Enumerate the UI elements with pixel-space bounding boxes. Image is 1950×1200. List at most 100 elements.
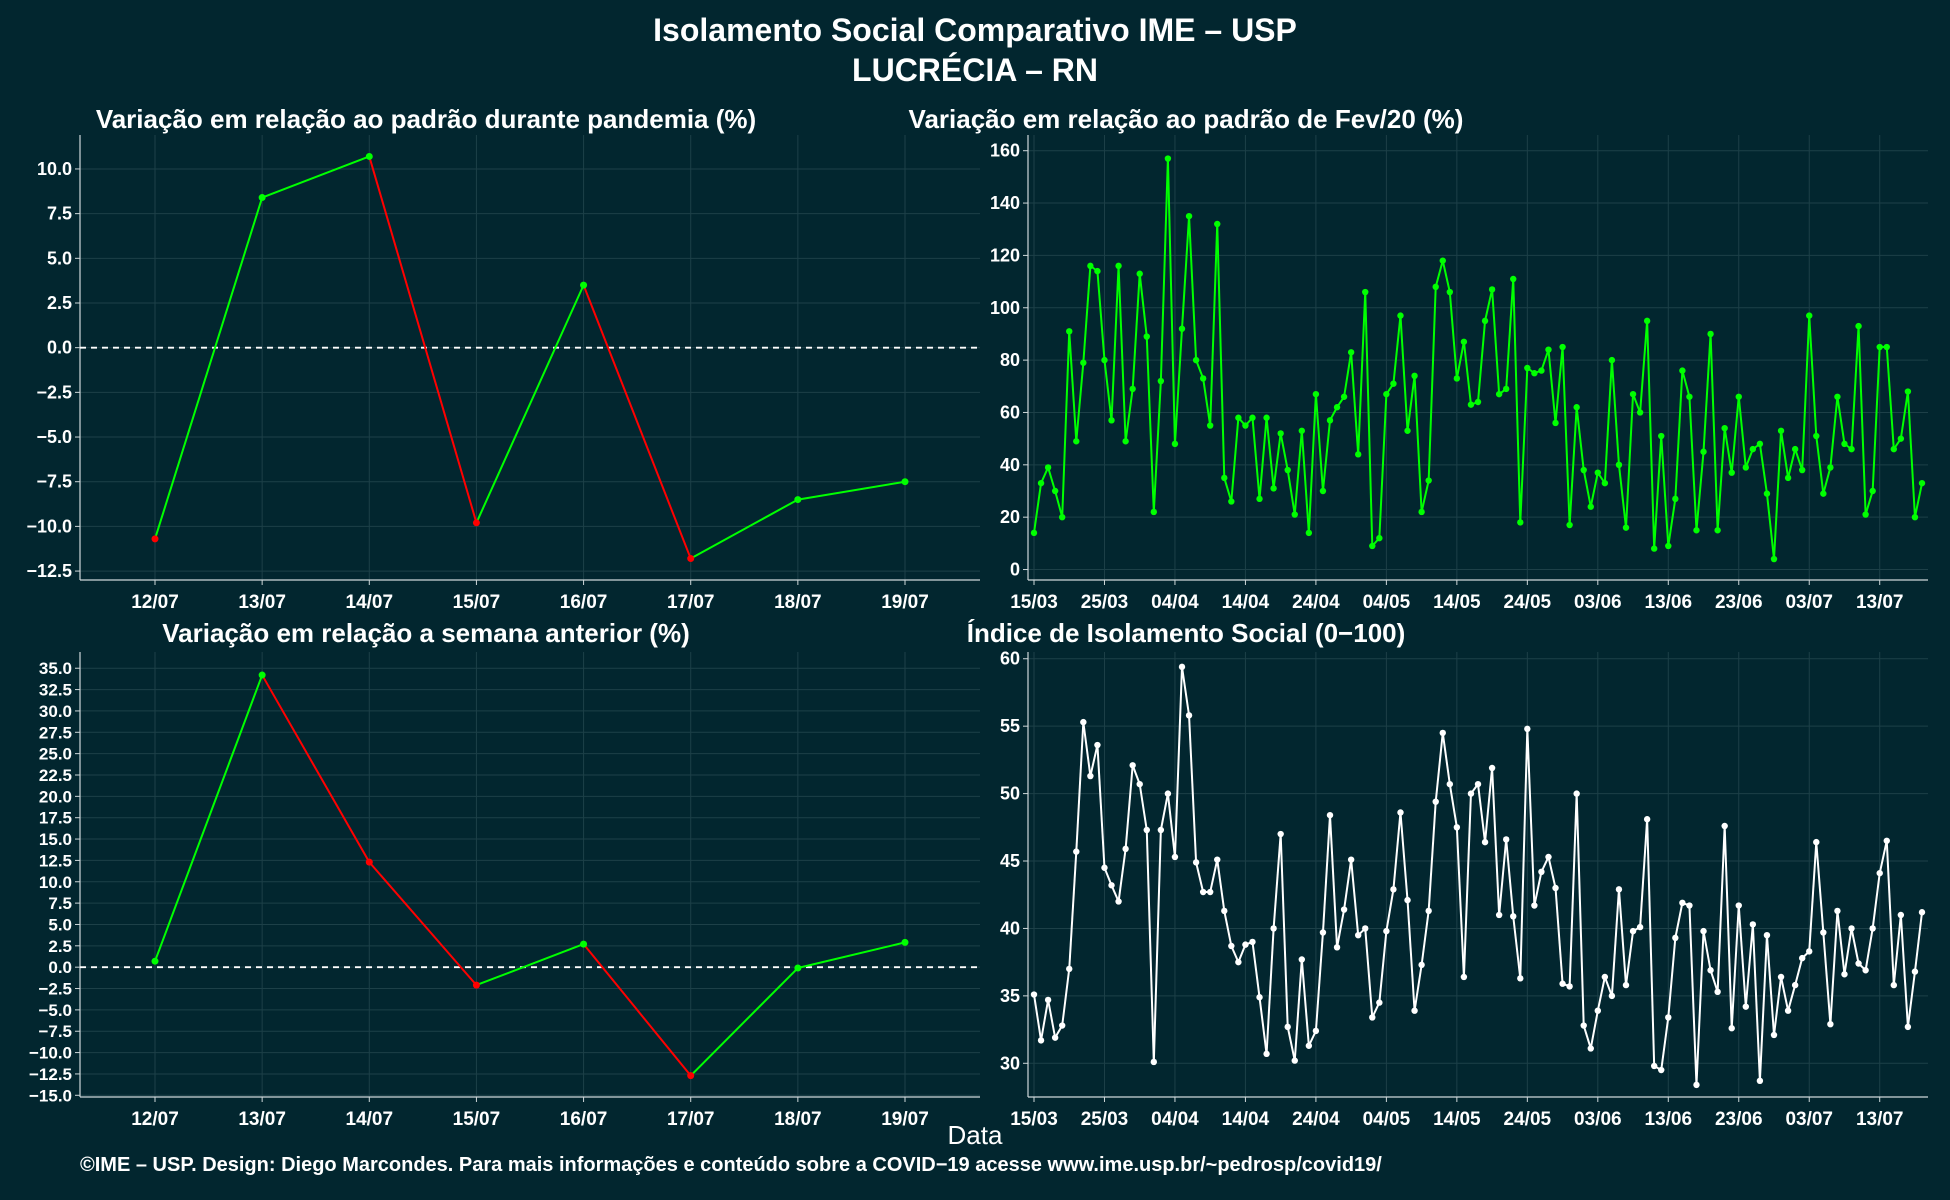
series-segment bbox=[1152, 829, 1162, 1062]
data-point bbox=[1467, 401, 1475, 408]
data-point bbox=[1834, 907, 1841, 915]
data-point bbox=[1531, 902, 1538, 909]
data-point bbox=[1855, 960, 1862, 967]
series-segment bbox=[1406, 900, 1416, 1011]
series-segment bbox=[1554, 346, 1564, 424]
series-segment bbox=[1857, 326, 1867, 515]
data-point bbox=[1108, 417, 1115, 424]
data-point bbox=[1291, 1057, 1298, 1064]
series-segment bbox=[1808, 315, 1818, 437]
y-tick-label: −2.5 bbox=[36, 382, 72, 402]
series-segment bbox=[1448, 783, 1458, 828]
y-tick-label: 55 bbox=[1000, 716, 1020, 736]
series-segment bbox=[1744, 448, 1754, 468]
series-segment bbox=[1343, 859, 1353, 910]
series-segment bbox=[1878, 840, 1888, 874]
x-tick-label: 25/03 bbox=[1081, 1109, 1129, 1130]
series-segment bbox=[1272, 833, 1282, 929]
x-tick-label: 13/06 bbox=[1645, 1109, 1693, 1130]
data-point bbox=[1066, 965, 1073, 973]
x-tick-label: 12/07 bbox=[131, 1109, 179, 1130]
x-tick-label: 23/06 bbox=[1715, 1109, 1763, 1130]
series-segment bbox=[1265, 417, 1275, 489]
series-segment bbox=[1230, 417, 1240, 502]
series-segment bbox=[1399, 315, 1409, 431]
series-segment bbox=[1223, 477, 1233, 502]
data-point bbox=[1228, 942, 1235, 950]
data-point bbox=[1552, 419, 1559, 427]
series-segment bbox=[1272, 433, 1282, 489]
series-segment bbox=[1040, 999, 1050, 1041]
data-point bbox=[1510, 275, 1517, 283]
series-segment bbox=[1885, 840, 1895, 986]
data-point bbox=[1707, 330, 1714, 338]
data-point bbox=[365, 152, 373, 160]
series-segment bbox=[1864, 490, 1874, 515]
data-point bbox=[1030, 991, 1038, 998]
data-point bbox=[1665, 542, 1672, 550]
series-segment bbox=[1202, 378, 1212, 426]
data-point bbox=[151, 957, 159, 965]
data-point bbox=[1735, 393, 1742, 400]
series-segment bbox=[1582, 1025, 1592, 1049]
data-point bbox=[1383, 390, 1390, 398]
data-point bbox=[1256, 994, 1263, 1001]
data-point bbox=[1488, 286, 1496, 293]
series-segment bbox=[1068, 331, 1078, 442]
y-tick-label: 30 bbox=[1000, 1053, 1020, 1073]
data-point bbox=[1721, 822, 1728, 830]
data-point bbox=[1517, 519, 1524, 526]
series-segment bbox=[1434, 260, 1444, 288]
series-segment bbox=[1455, 341, 1465, 379]
series-segment bbox=[1209, 859, 1219, 893]
data-point bbox=[1531, 370, 1538, 377]
data-point bbox=[1326, 811, 1334, 819]
data-point bbox=[1862, 967, 1869, 974]
data-point bbox=[1347, 349, 1355, 356]
series-segment bbox=[1730, 905, 1740, 1029]
series-segment bbox=[1314, 394, 1324, 492]
data-point bbox=[1848, 925, 1855, 932]
data-point bbox=[1446, 780, 1454, 788]
data-point bbox=[1397, 809, 1404, 816]
x-tick-label: 19/07 bbox=[881, 1109, 929, 1130]
data-point bbox=[687, 1072, 695, 1080]
series-segment bbox=[1864, 928, 1874, 971]
series-segment bbox=[368, 156, 478, 524]
series-segment bbox=[1089, 744, 1099, 777]
y-tick-label: 35.0 bbox=[39, 659, 72, 678]
series-segment bbox=[1716, 825, 1726, 992]
data-point bbox=[1714, 527, 1721, 534]
series-segment bbox=[1378, 394, 1388, 539]
data-point bbox=[1784, 474, 1792, 482]
data-point bbox=[1580, 1022, 1587, 1029]
data-point bbox=[1354, 451, 1362, 458]
series-segment bbox=[1702, 930, 1712, 971]
data-point bbox=[1397, 312, 1404, 319]
data-point bbox=[1615, 461, 1623, 469]
data-point bbox=[1587, 503, 1594, 510]
series-segment bbox=[1484, 289, 1494, 322]
series-segment bbox=[690, 967, 799, 1077]
series-segment bbox=[1427, 801, 1437, 911]
data-point bbox=[151, 535, 159, 543]
y-tick-label: 17.5 bbox=[39, 809, 72, 828]
series-segment bbox=[1054, 490, 1064, 518]
data-point bbox=[1897, 435, 1905, 442]
series-segment bbox=[261, 674, 371, 863]
y-tick-label: 100 bbox=[990, 298, 1020, 318]
data-point bbox=[1446, 288, 1454, 296]
series-segment bbox=[1103, 360, 1113, 421]
data-point bbox=[1122, 438, 1129, 445]
series-segment bbox=[1695, 931, 1705, 1085]
data-point bbox=[1545, 346, 1552, 353]
data-point bbox=[1622, 524, 1630, 531]
series-segment bbox=[1061, 968, 1071, 1026]
series-segment bbox=[1251, 941, 1261, 998]
data-point bbox=[1270, 485, 1277, 492]
series-segment bbox=[1357, 292, 1367, 455]
data-point bbox=[1037, 1037, 1045, 1044]
data-point bbox=[1686, 393, 1693, 400]
data-point bbox=[1813, 838, 1820, 846]
series-segment bbox=[1751, 924, 1761, 1081]
